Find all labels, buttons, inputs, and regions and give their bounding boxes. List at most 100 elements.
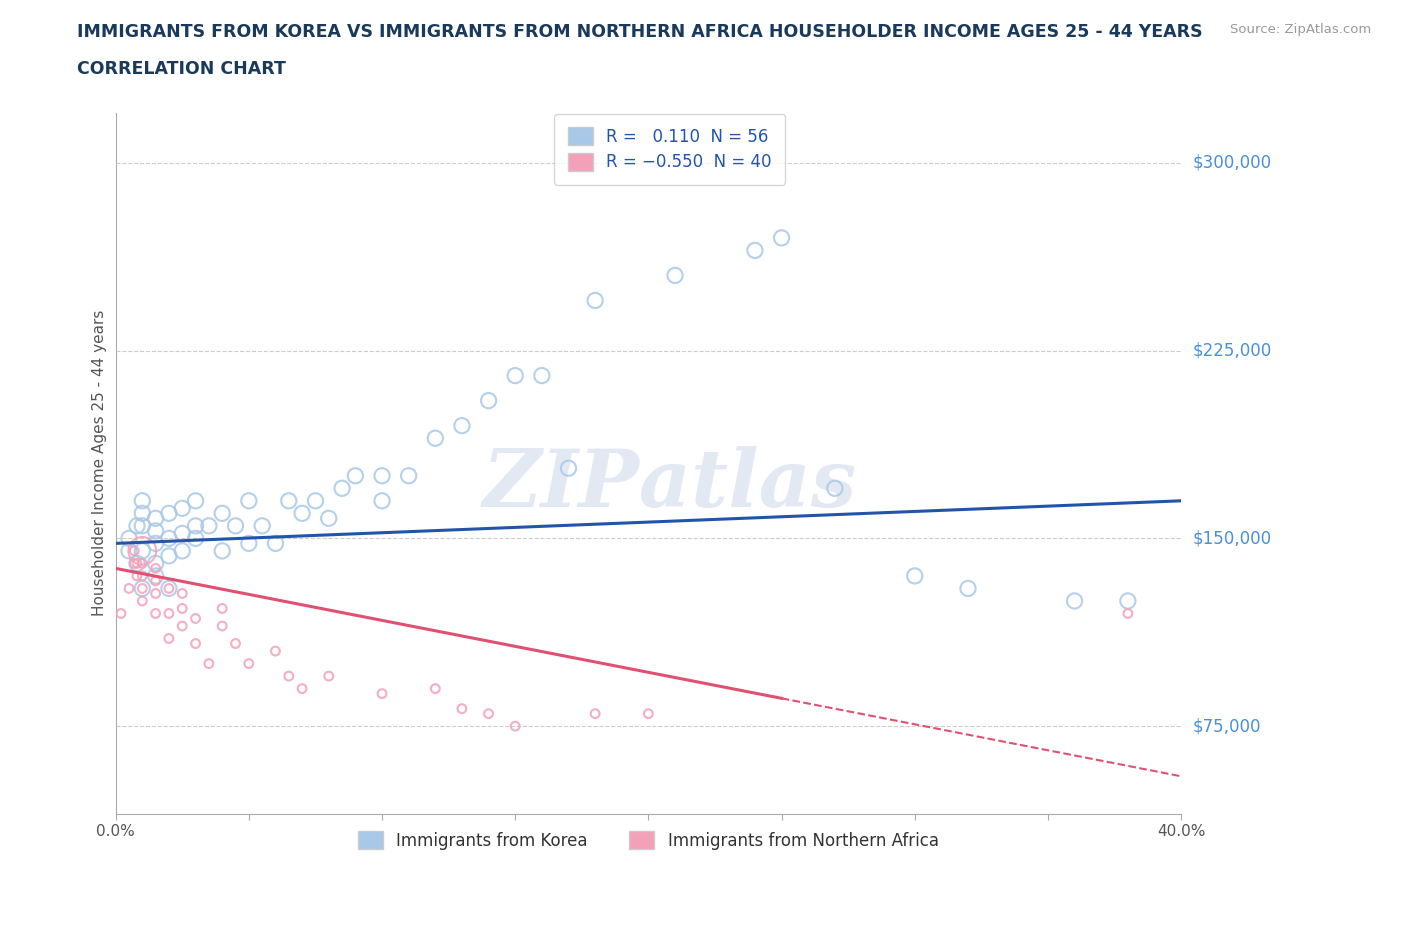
Point <box>157 506 180 521</box>
Point <box>184 493 207 508</box>
Point <box>371 686 394 701</box>
Point <box>904 568 927 583</box>
Point <box>503 719 526 734</box>
Point <box>145 536 167 551</box>
Point <box>145 524 167 538</box>
Point <box>1116 593 1139 608</box>
Point <box>330 481 353 496</box>
Point <box>124 543 146 558</box>
Point <box>145 561 167 576</box>
Point <box>398 469 420 484</box>
Point <box>1116 606 1139 621</box>
Point <box>125 568 148 583</box>
Point <box>770 231 793 246</box>
Point <box>125 556 148 571</box>
Point <box>157 531 180 546</box>
Point <box>157 581 180 596</box>
Point <box>824 481 846 496</box>
Point <box>225 636 247 651</box>
Point <box>530 368 553 383</box>
Point <box>957 581 980 596</box>
Point <box>131 556 153 571</box>
Point <box>172 601 194 616</box>
Text: $300,000: $300,000 <box>1192 153 1271 172</box>
Point <box>371 469 394 484</box>
Point <box>304 493 326 508</box>
Point <box>264 644 287 658</box>
Point <box>250 518 273 533</box>
Point <box>118 543 141 558</box>
Text: IMMIGRANTS FROM KOREA VS IMMIGRANTS FROM NORTHERN AFRICA HOUSEHOLDER INCOME AGES: IMMIGRANTS FROM KOREA VS IMMIGRANTS FROM… <box>77 23 1204 41</box>
Point <box>277 669 299 684</box>
Point <box>238 657 260 671</box>
Point <box>172 543 194 558</box>
Text: CORRELATION CHART: CORRELATION CHART <box>77 60 287 78</box>
Point <box>131 581 153 596</box>
Point <box>145 511 167 525</box>
Point <box>145 556 167 571</box>
Point <box>225 518 247 533</box>
Point <box>211 601 233 616</box>
Point <box>318 511 340 525</box>
Text: $150,000: $150,000 <box>1192 529 1271 548</box>
Point <box>145 568 167 583</box>
Point <box>211 506 233 521</box>
Point <box>557 460 579 475</box>
Point <box>318 669 340 684</box>
Point <box>157 606 180 621</box>
Point <box>131 568 153 583</box>
Point <box>198 518 221 533</box>
Point <box>344 469 367 484</box>
Point <box>264 536 287 551</box>
Point <box>172 618 194 633</box>
Point <box>238 536 260 551</box>
Point <box>211 543 233 558</box>
Point <box>184 611 207 626</box>
Point <box>451 701 474 716</box>
Point <box>184 531 207 546</box>
Point <box>477 706 499 721</box>
Point <box>125 518 148 533</box>
Point <box>744 243 766 258</box>
Point <box>131 518 153 533</box>
Text: $75,000: $75,000 <box>1192 717 1261 736</box>
Y-axis label: Householder Income Ages 25 - 44 years: Householder Income Ages 25 - 44 years <box>93 310 107 617</box>
Point <box>425 681 447 696</box>
Point <box>291 506 314 521</box>
Point <box>118 531 141 546</box>
Point <box>131 581 153 596</box>
Point <box>637 706 659 721</box>
Point <box>238 493 260 508</box>
Text: Source: ZipAtlas.com: Source: ZipAtlas.com <box>1230 23 1371 36</box>
Legend: Immigrants from Korea, Immigrants from Northern Africa: Immigrants from Korea, Immigrants from N… <box>350 823 948 858</box>
Point <box>118 581 141 596</box>
Point <box>131 593 153 608</box>
Point <box>198 657 221 671</box>
Point <box>124 556 146 571</box>
Point <box>125 556 148 571</box>
Point <box>503 368 526 383</box>
Point <box>110 606 132 621</box>
Point <box>157 581 180 596</box>
Point <box>277 493 299 508</box>
Point <box>583 293 606 308</box>
Text: ZIP​atlas: ZIP​atlas <box>482 445 856 523</box>
Point <box>131 506 153 521</box>
Point <box>1063 593 1085 608</box>
Point <box>425 431 447 445</box>
Point <box>172 501 194 516</box>
Point <box>664 268 686 283</box>
Point <box>157 631 180 646</box>
Point <box>131 493 153 508</box>
Point <box>172 526 194 541</box>
Point <box>145 606 167 621</box>
Point <box>477 393 499 408</box>
Point <box>157 549 180 564</box>
Point <box>184 518 207 533</box>
Point <box>371 493 394 508</box>
Point <box>172 586 194 601</box>
Point <box>131 543 153 558</box>
Point <box>583 706 606 721</box>
Point <box>131 543 153 558</box>
Point <box>451 418 474 433</box>
